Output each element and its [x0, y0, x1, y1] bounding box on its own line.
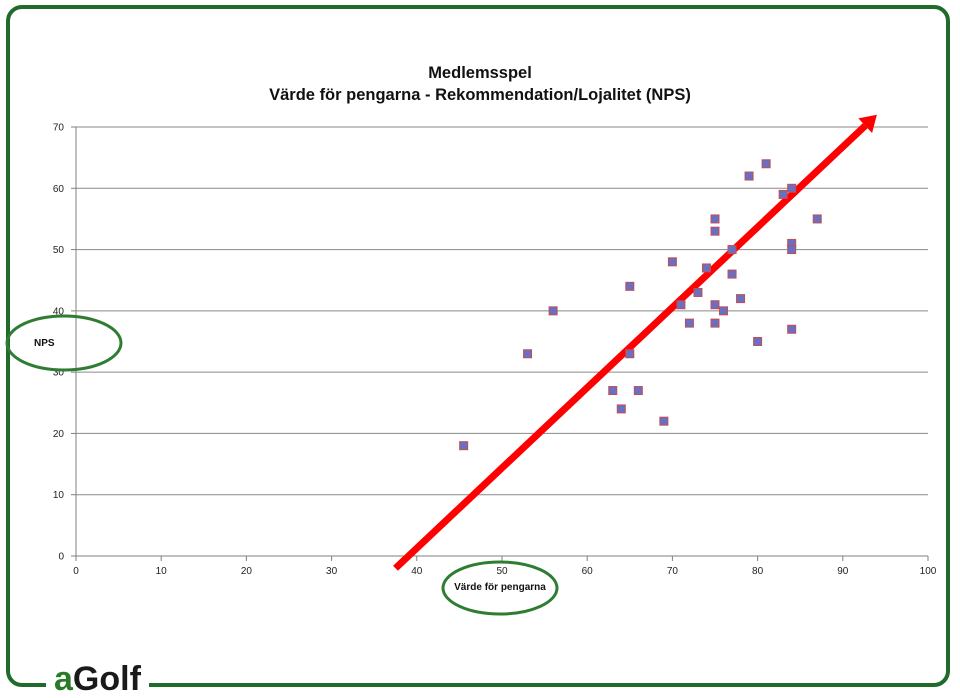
trend-arrow-shaft: [393, 123, 868, 571]
data-point: [710, 214, 720, 224]
x-tick-label: 70: [667, 566, 679, 577]
data-point: [710, 300, 720, 310]
data-point: [659, 416, 669, 426]
y-label-highlight-ellipse: [5, 314, 123, 372]
y-tick-label: 30: [53, 368, 65, 379]
data-point: [787, 183, 797, 193]
axis-label-highlights: [5, 314, 559, 616]
y-tick-label: 10: [53, 490, 65, 501]
data-point: [667, 257, 677, 267]
x-tick-label: 100: [920, 566, 937, 577]
x-label-highlight-ellipse: [441, 560, 559, 616]
data-point: [523, 349, 533, 359]
x-tick-label: 90: [837, 566, 849, 577]
data-point: [787, 324, 797, 334]
data-point: [736, 294, 746, 304]
y-tick-label: 40: [53, 306, 65, 317]
data-point: [676, 300, 686, 310]
logo-accent: a: [54, 660, 73, 698]
data-point: [710, 226, 720, 236]
x-tick-label: 20: [241, 566, 253, 577]
y-tick-label: 70: [53, 123, 65, 134]
trend-arrow: [393, 114, 877, 571]
chart-title: Medlemsspel: [428, 64, 532, 82]
data-point: [684, 318, 694, 328]
data-point: [616, 404, 626, 414]
data-point: [727, 245, 737, 255]
x-tick-label: 0: [73, 566, 79, 577]
data-point: [727, 269, 737, 279]
data-point: [693, 287, 703, 297]
x-tick-label: 40: [411, 566, 423, 577]
chart-title-block: Medlemsspel Värde för pengarna - Rekomme…: [0, 62, 960, 106]
data-point: [812, 214, 822, 224]
data-point: [625, 281, 635, 291]
data-point: [459, 441, 469, 451]
data-point: [548, 306, 558, 316]
data-point: [761, 159, 771, 169]
data-point: [608, 386, 618, 396]
x-tick-label: 60: [582, 566, 594, 577]
y-tick-label: 0: [58, 552, 64, 563]
data-point: [778, 189, 788, 199]
x-tick-label: 10: [156, 566, 168, 577]
grid-lines: [76, 126, 928, 496]
data-point: [633, 386, 643, 396]
trend-arrow-head: [858, 114, 877, 133]
data-point: [787, 245, 797, 255]
data-point: [744, 171, 754, 181]
y-tick-label: 20: [53, 429, 65, 440]
x-tick-label: 80: [752, 566, 764, 577]
axes: [71, 126, 929, 561]
data-points: [459, 159, 822, 451]
x-tick-label: 50: [496, 566, 508, 577]
tick-labels: 0 10 20 30 40 50 60 70 0 10 20 30 40 50 60 70 80 90 100: [53, 123, 937, 578]
y-axis-label: NPS: [34, 338, 55, 349]
data-point: [719, 306, 729, 316]
y-tick-label: 60: [53, 184, 65, 195]
logo-text: Golf: [72, 660, 141, 698]
y-tick-label: 50: [53, 245, 65, 256]
agolf-logo: aGolf: [46, 660, 149, 698]
data-point: [753, 337, 763, 346]
chart-subtitle: Värde för pengarna - Rekommendation/Loja…: [269, 86, 691, 104]
x-tick-label: 30: [326, 566, 338, 577]
x-axis-label: Värde för pengarna: [454, 582, 546, 593]
data-point: [625, 349, 635, 359]
data-point: [701, 263, 711, 273]
data-point: [710, 318, 720, 328]
